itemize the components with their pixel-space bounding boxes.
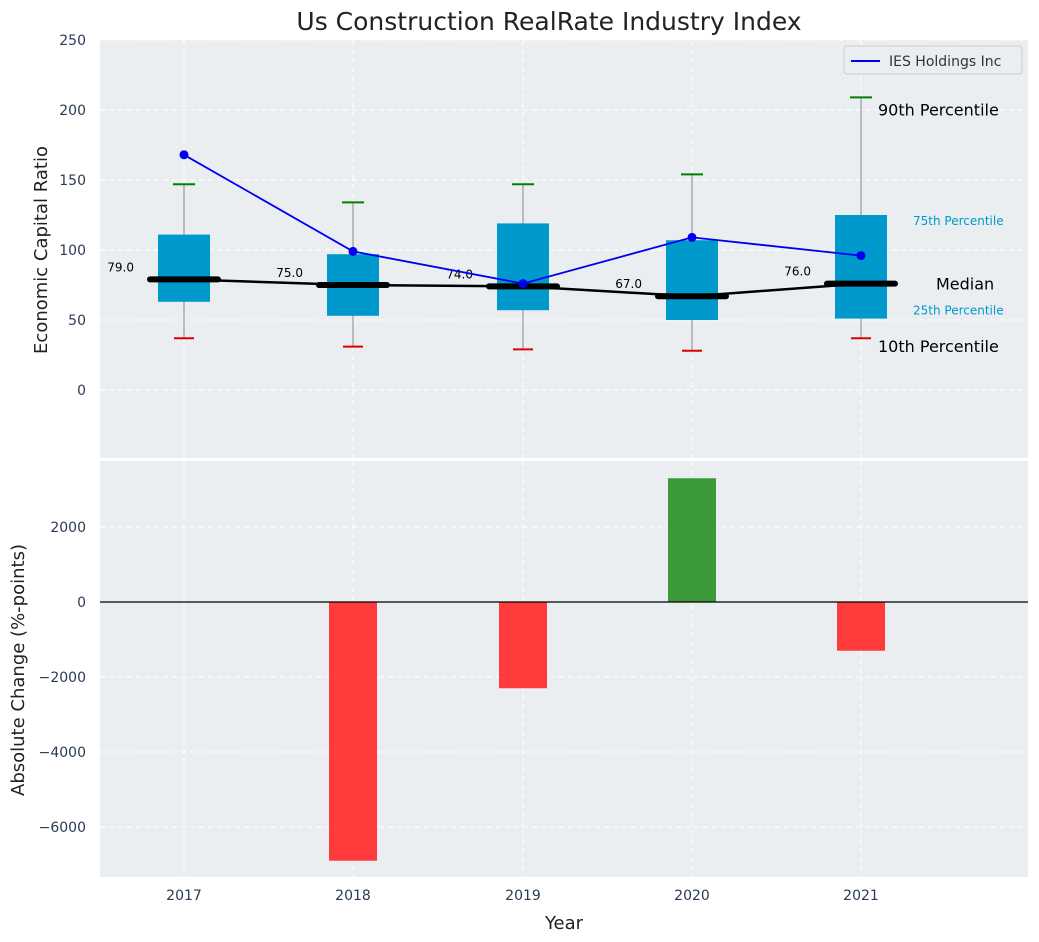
company-series: [179, 150, 866, 289]
company-point: [687, 232, 697, 242]
y-tick-label: 100: [59, 243, 86, 259]
y-tick-label: 0: [77, 383, 86, 399]
annotation-p10: 10th Percentile: [878, 337, 999, 356]
change-bar-2021: [837, 602, 885, 651]
x-tick-label: 2018: [335, 888, 371, 904]
iqr-box: [666, 240, 718, 320]
bottom-y-axis-label: Absolute Change (%-points): [8, 544, 29, 796]
legend-label: IES Holdings Inc: [889, 54, 1001, 70]
box-2019: [497, 183, 549, 351]
box-2021: [835, 96, 887, 340]
x-ticks: 2017 2018 2019 2020 2021: [166, 888, 879, 904]
median-value-label: 67.0: [615, 277, 642, 291]
percentile-annotations: 90th Percentile 75th Percentile Median 25th…: [878, 100, 1004, 356]
x-tick-label: 2019: [505, 888, 541, 904]
company-point: [348, 246, 358, 256]
legend: IES Holdings Inc: [843, 45, 1023, 75]
iqr-box: [158, 234, 210, 302]
y-tick-label: −6000: [39, 820, 86, 836]
annotation-p75: 75th Percentile: [913, 214, 1004, 228]
y-tick-label: −4000: [39, 745, 86, 761]
change-bars: [329, 478, 885, 861]
median-value-label: 75.0: [276, 266, 303, 280]
annotation-p90: 90th Percentile: [878, 100, 999, 119]
y-tick-label: 50: [68, 313, 86, 329]
chart-title: Us Construction RealRate Industry Index: [296, 7, 801, 36]
box-2017: [158, 183, 210, 340]
bottom-y-ticks: −6000 −4000 −2000 0 2000: [39, 520, 86, 836]
company-point: [179, 150, 189, 160]
iqr-box: [497, 223, 549, 311]
iqr-box: [835, 215, 887, 319]
company-point: [856, 251, 866, 261]
change-bar-2020: [668, 478, 716, 602]
y-tick-label: 200: [59, 103, 86, 119]
median-value-label: 76.0: [784, 265, 811, 279]
annotation-median: Median: [936, 275, 994, 294]
box-2020: [666, 173, 718, 352]
change-bar-2019: [499, 602, 547, 689]
y-tick-label: −2000: [39, 670, 86, 686]
legend-box: [843, 45, 1023, 75]
x-tick-label: 2017: [166, 888, 202, 904]
y-tick-label: 250: [59, 33, 86, 49]
x-axis-label: Year: [544, 913, 584, 934]
annotation-p25: 25th Percentile: [913, 304, 1004, 318]
change-bar-2018: [329, 602, 377, 861]
x-tick-label: 2021: [843, 888, 879, 904]
box-plots: [158, 96, 887, 352]
y-tick-label: 150: [59, 173, 86, 189]
company-point: [518, 279, 528, 289]
median-value-label: 79.0: [107, 260, 134, 274]
top-y-axis-label: Economic Capital Ratio: [31, 146, 52, 354]
top-y-ticks: 0 50 100 150 200 250: [59, 33, 86, 399]
bottom-panel-background: [100, 461, 1028, 877]
x-tick-label: 2020: [674, 888, 710, 904]
y-tick-label: 2000: [50, 520, 86, 536]
y-tick-label: 0: [77, 595, 86, 611]
